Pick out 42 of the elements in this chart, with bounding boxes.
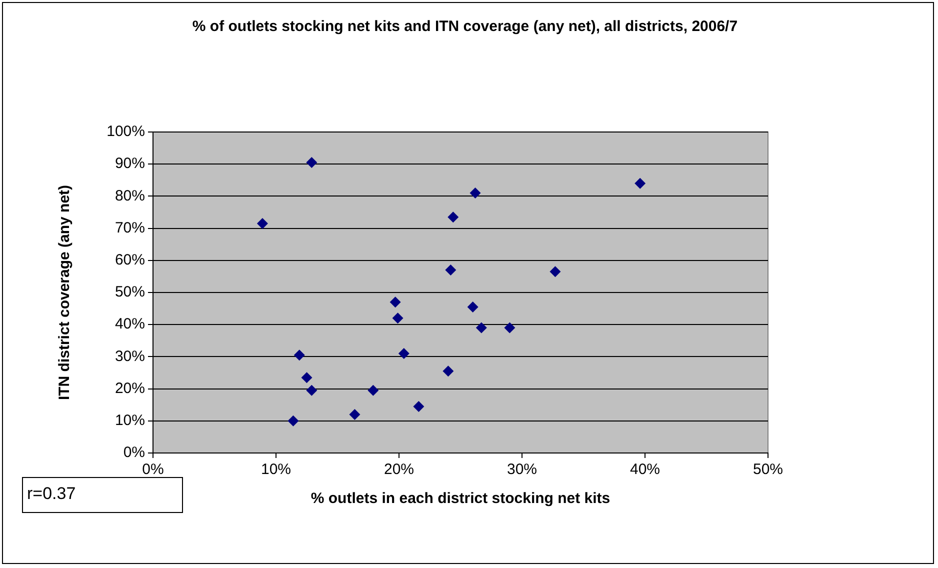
y-tick-label: 0% [123, 444, 145, 462]
point [392, 312, 404, 324]
point [368, 384, 379, 396]
point [448, 212, 459, 223]
point [301, 372, 312, 384]
point [349, 408, 360, 420]
point [504, 322, 516, 334]
point [256, 218, 268, 229]
y-tick-label: 100% [106, 123, 145, 140]
y-tick-label: 30% [114, 348, 145, 365]
point [306, 156, 318, 168]
y-axis-title: ITN district coverage (any net) [56, 184, 74, 400]
y-tick-label: 80% [114, 187, 145, 204]
point [634, 178, 646, 189]
y-tick-label: 20% [114, 380, 145, 397]
text: r=0.37 [22, 477, 183, 513]
x-tick-label: 50% [752, 461, 784, 478]
point [294, 350, 305, 361]
chart-title: % of outlets stocking net kits and ITN coverage (any net), all districts, 2006/7 [191, 17, 739, 37]
point [413, 400, 424, 412]
x-tick-label: 0% [142, 461, 164, 478]
y-tick-label: 10% [114, 412, 145, 430]
y-tick-label: 70% [114, 219, 145, 236]
y-tick-label: 90% [114, 155, 145, 172]
x-tick-label: 20% [384, 461, 414, 478]
point [288, 415, 299, 426]
point [467, 301, 478, 312]
y-tick-label: 60% [114, 252, 145, 269]
point [398, 348, 410, 359]
point [306, 384, 318, 396]
point [442, 366, 454, 377]
x-axis-title: % outlets in each district stocking net kits [310, 490, 610, 508]
y-tick-label: 50% [114, 284, 145, 301]
y-tick-label: 40% [114, 316, 145, 333]
x-tick-label: 10% [260, 461, 292, 478]
x-tick-label: 40% [630, 461, 660, 478]
point [390, 296, 401, 308]
point [550, 266, 561, 278]
point [445, 264, 456, 276]
point [470, 187, 481, 198]
x-tick-label: 30% [506, 461, 538, 478]
point [476, 322, 487, 334]
